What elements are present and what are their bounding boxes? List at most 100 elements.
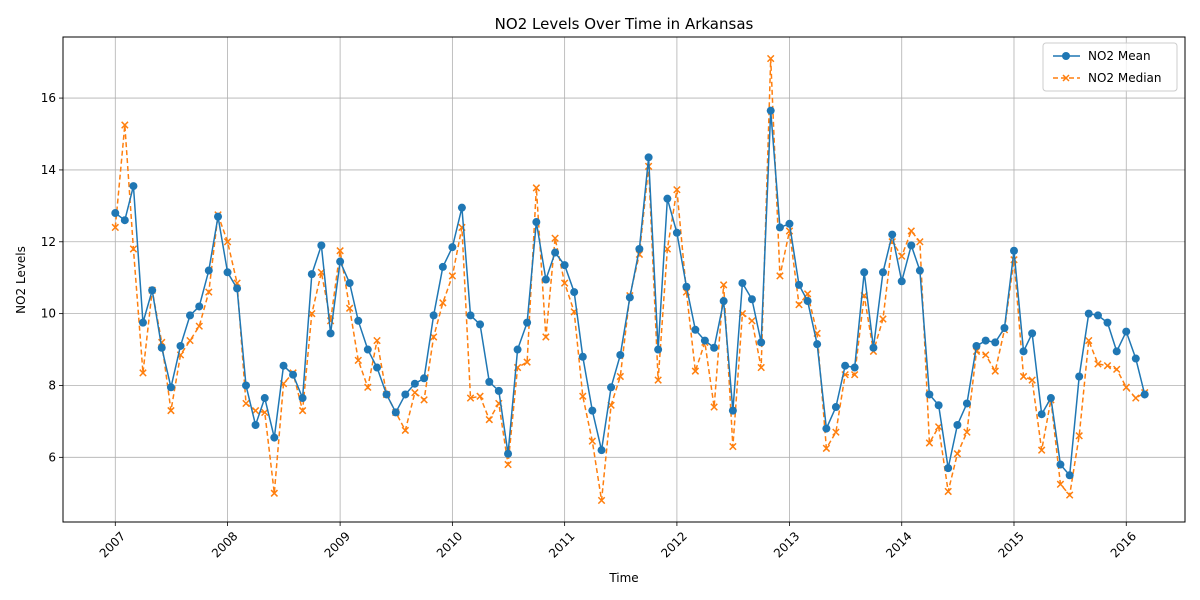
data-point (625, 293, 634, 302)
data-point (532, 218, 541, 227)
data-point (925, 390, 934, 399)
data-point (1132, 394, 1140, 402)
data-point (121, 121, 129, 129)
data-point (1065, 471, 1074, 480)
data-point (962, 399, 971, 408)
data-point (204, 266, 213, 275)
data-point (420, 396, 428, 404)
data-point (523, 358, 531, 366)
data-point (719, 297, 728, 306)
data-point (541, 275, 550, 284)
data-point (560, 279, 569, 287)
data-point (1131, 354, 1140, 363)
data-point (795, 280, 803, 289)
data-point (1103, 361, 1112, 370)
data-point (635, 244, 644, 253)
data-point (485, 377, 494, 386)
legend-label-mean: NO2 Mean (1088, 49, 1151, 63)
chart-title: NO2 Levels Over Time in Arkansas (495, 15, 754, 33)
data-point (757, 363, 765, 372)
data-point (710, 403, 718, 411)
data-point (663, 194, 672, 203)
data-point (345, 304, 354, 312)
data-point (298, 406, 307, 415)
data-point (176, 341, 185, 350)
data-point (551, 234, 559, 242)
data-point (289, 370, 298, 379)
data-point (850, 370, 859, 379)
data-point (915, 266, 924, 275)
data-point (691, 367, 700, 375)
data-point (373, 363, 382, 372)
data-point (448, 272, 457, 280)
data-point (785, 219, 794, 228)
data-point (616, 372, 625, 381)
data-point (214, 212, 223, 221)
data-point (354, 356, 362, 365)
legend-mean-marker (1062, 52, 1070, 60)
data-point (981, 336, 990, 345)
data-point (270, 433, 279, 442)
data-point (223, 268, 232, 277)
data-point (588, 406, 597, 415)
data-point (673, 185, 681, 194)
data-point (1075, 372, 1084, 381)
data-point (298, 394, 307, 403)
y-tick-label: 12 (41, 235, 56, 249)
data-point (944, 464, 953, 473)
data-point (579, 392, 587, 400)
data-point (710, 343, 719, 352)
data-point (878, 268, 887, 277)
data-point (934, 401, 943, 410)
data-point (953, 421, 962, 429)
y-axis-label: NO2 Levels (14, 246, 28, 314)
data-point (523, 318, 532, 327)
data-point (391, 408, 400, 417)
data-point (345, 279, 354, 288)
data-point (138, 318, 147, 327)
data-point (1112, 365, 1121, 374)
data-point (466, 311, 475, 320)
data-point (747, 295, 756, 304)
data-point (513, 345, 522, 354)
data-point (457, 203, 466, 212)
data-point (654, 345, 663, 354)
data-point (963, 428, 971, 436)
data-point (803, 297, 812, 306)
data-point (1084, 309, 1093, 318)
data-point (439, 299, 447, 307)
data-point (972, 341, 981, 350)
data-point (354, 316, 363, 325)
series-layer (111, 54, 1149, 505)
legend-label-median: NO2 Median (1088, 71, 1162, 85)
data-point (578, 352, 587, 361)
data-point (420, 374, 429, 383)
data-point (260, 394, 269, 403)
data-point (1028, 376, 1036, 384)
data-point (111, 223, 120, 232)
data-point (242, 381, 250, 390)
data-point (560, 261, 569, 270)
data-point (944, 487, 952, 496)
data-point (822, 444, 831, 453)
data-point (907, 227, 915, 235)
data-point (953, 450, 962, 458)
y-tick-label: 16 (41, 91, 56, 105)
data-point (476, 320, 485, 329)
data-point (719, 281, 728, 289)
data-point (251, 421, 260, 429)
data-point (1103, 318, 1112, 327)
data-point (157, 343, 166, 352)
data-point (597, 496, 606, 505)
data-point (757, 338, 766, 347)
data-point (205, 288, 213, 296)
data-point (991, 367, 999, 375)
data-point (1094, 360, 1102, 368)
data-point (1065, 491, 1074, 499)
data-point (1084, 336, 1093, 345)
data-point (1112, 347, 1121, 356)
data-point (607, 383, 616, 392)
data-point (663, 245, 672, 253)
